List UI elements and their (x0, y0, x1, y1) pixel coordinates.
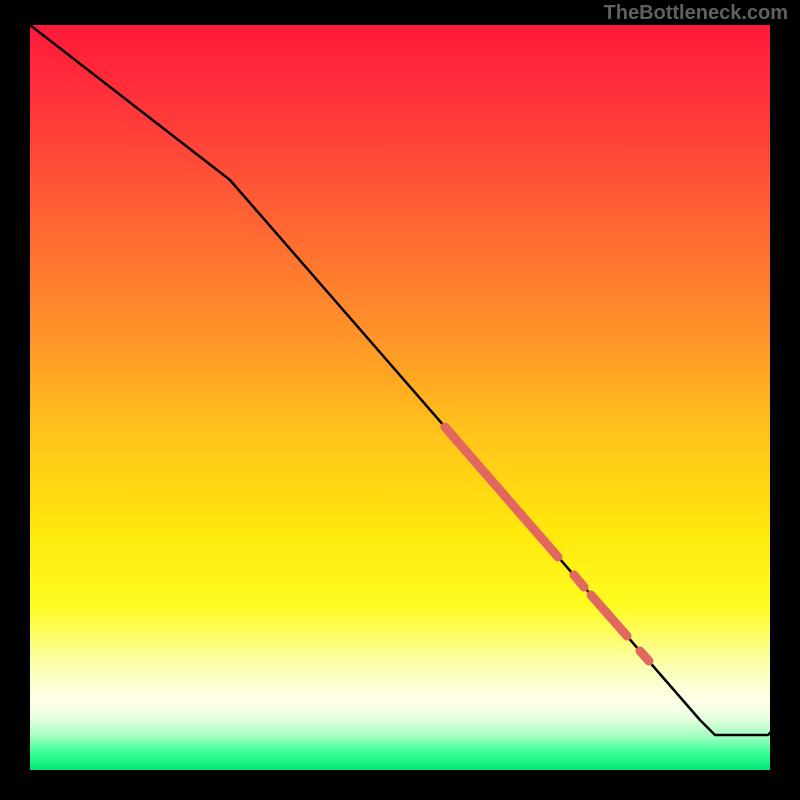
chart-container: TheBottleneck.com (0, 0, 800, 800)
chart-svg (0, 0, 800, 800)
plot-area (30, 25, 770, 770)
watermark-text: TheBottleneck.com (604, 2, 788, 25)
